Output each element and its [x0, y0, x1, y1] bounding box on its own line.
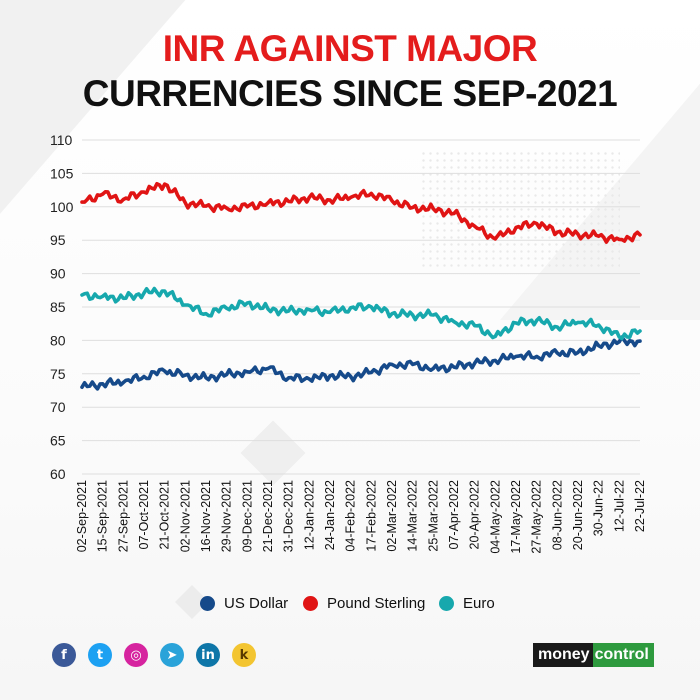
x-tick-label: 04-May-2022 [488, 480, 502, 554]
y-tick-label: 65 [50, 433, 66, 449]
x-tick-label: 07-Apr-2022 [447, 480, 461, 550]
x-tick-label: 16-Nov-2021 [199, 480, 213, 552]
legend-item-pound-sterling: Pound Sterling [303, 591, 425, 615]
x-tick-label: 09-Dec-2021 [240, 480, 254, 552]
x-tick-label: 21-Dec-2021 [261, 480, 275, 552]
x-tick-label: 22-Jul-22 [633, 480, 647, 532]
legend-label-pound-sterling: Pound Sterling [327, 594, 426, 612]
y-tick-label: 80 [50, 332, 66, 348]
series-line-pound-sterling [80, 182, 642, 244]
x-tick-label: 21-Oct-2021 [158, 480, 172, 550]
y-tick-label: 85 [50, 299, 66, 315]
legend-label-euro: Euro [463, 594, 495, 612]
x-tick-label: 02-Sep-2021 [75, 480, 89, 552]
x-tick-label: 08-Jun-2022 [550, 480, 564, 550]
series-line-euro [80, 286, 642, 341]
chart-legend: US Dollar Pound Sterling Euro [0, 591, 700, 615]
x-tick-label: 30-Jun-22 [592, 480, 606, 536]
y-tick-label: 60 [50, 466, 66, 482]
logo-part-control: control [592, 643, 654, 667]
x-tick-label: 07-Oct-2021 [137, 480, 151, 550]
y-tick-label: 90 [50, 266, 66, 282]
y-tick-label: 100 [50, 199, 74, 215]
moneycontrol-logo[interactable]: money control [533, 643, 654, 667]
y-tick-label: 105 [50, 165, 74, 181]
logo-part-money: money [533, 643, 593, 667]
legend-swatch-pound-sterling [303, 595, 318, 611]
x-tick-label: 24-Jan-2022 [323, 480, 337, 550]
x-tick-label: 27-May-2022 [530, 480, 544, 554]
linkedin-icon[interactable]: in [196, 643, 220, 667]
x-tick-label: 20-Apr-2022 [468, 480, 482, 550]
legend-label-us-dollar: US Dollar [224, 594, 289, 612]
series-line-us-dollar [80, 335, 642, 391]
x-tick-label: 12-Jan-2022 [302, 480, 316, 550]
x-tick-label: 29-Nov-2021 [220, 480, 234, 552]
x-tick-label: 02-Mar-2022 [385, 480, 399, 552]
telegram-icon[interactable]: ➤ [160, 643, 184, 667]
x-tick-label: 14-Mar-2022 [406, 480, 420, 552]
x-tick-label: 27-Sep-2021 [116, 480, 130, 552]
y-tick-label: 110 [50, 132, 73, 148]
y-tick-label: 70 [50, 399, 66, 415]
twitter-icon[interactable]: t [88, 643, 112, 667]
x-tick-label: 12-Jul-22 [612, 480, 626, 532]
chart-title-line1: INR AGAINST MAJOR [162, 28, 538, 69]
x-tick-label: 25-Mar-2022 [426, 480, 440, 552]
legend-swatch-euro [439, 595, 454, 611]
y-tick-label: 75 [50, 366, 66, 382]
x-tick-label: 15-Sep-2021 [96, 480, 110, 552]
social-icons-bar: f t ◎ ➤ in k [52, 643, 268, 669]
koo-icon[interactable]: k [232, 643, 256, 667]
x-tick-label: 31-Dec-2021 [282, 480, 296, 552]
x-tick-label: 02-Nov-2021 [178, 480, 192, 552]
legend-swatch-us-dollar [200, 595, 215, 611]
x-tick-label: 17-Feb-2022 [364, 480, 378, 552]
chart-title-line2: CURRENCIES SINCE SEP-2021 [82, 73, 618, 114]
x-tick-label: 17-May-2022 [509, 480, 523, 554]
y-tick-label: 95 [50, 232, 66, 248]
x-tick-label: 04-Feb-2022 [344, 480, 358, 552]
instagram-icon[interactable]: ◎ [124, 643, 148, 667]
facebook-icon[interactable]: f [52, 643, 76, 667]
legend-item-euro: Euro [439, 591, 495, 615]
legend-item-us-dollar: US Dollar [200, 591, 288, 615]
x-tick-label: 20-Jun-2022 [571, 480, 585, 550]
